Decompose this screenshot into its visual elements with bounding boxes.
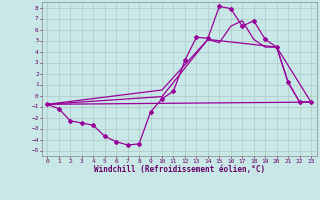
X-axis label: Windchill (Refroidissement éolien,°C): Windchill (Refroidissement éolien,°C) <box>94 165 265 174</box>
